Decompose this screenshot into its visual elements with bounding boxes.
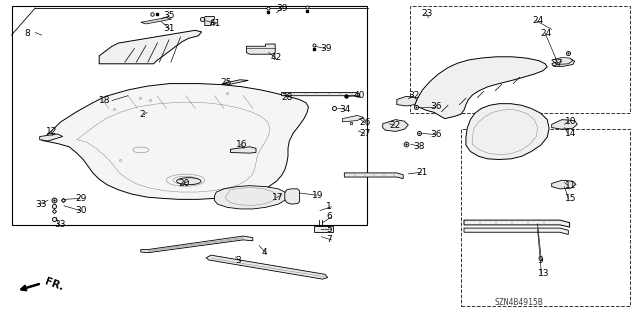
Polygon shape (344, 173, 403, 179)
Text: 16: 16 (236, 140, 247, 149)
Text: 33: 33 (35, 200, 47, 209)
Polygon shape (223, 80, 248, 84)
Text: 36: 36 (430, 102, 442, 111)
Polygon shape (230, 147, 256, 153)
Text: 30: 30 (76, 206, 87, 215)
Text: 1: 1 (326, 202, 332, 211)
Polygon shape (552, 59, 575, 66)
Bar (12, 6, 367, 225)
Polygon shape (552, 180, 576, 189)
Text: 14: 14 (564, 130, 576, 138)
Polygon shape (464, 228, 568, 234)
Text: SZN4B4915B: SZN4B4915B (494, 298, 543, 307)
Polygon shape (466, 104, 549, 160)
Polygon shape (314, 226, 333, 232)
Text: 19: 19 (312, 191, 324, 200)
Text: 15: 15 (564, 194, 576, 203)
Polygon shape (285, 189, 300, 204)
Text: 37: 37 (552, 59, 563, 68)
Text: 40: 40 (353, 91, 365, 100)
Text: 26: 26 (360, 118, 371, 127)
Polygon shape (40, 134, 63, 141)
Polygon shape (246, 44, 275, 54)
Text: 27: 27 (360, 130, 371, 138)
Text: 4: 4 (261, 248, 267, 257)
Polygon shape (141, 236, 253, 253)
Polygon shape (383, 120, 408, 131)
Polygon shape (552, 57, 573, 64)
Text: 35: 35 (163, 11, 175, 20)
Polygon shape (205, 17, 214, 26)
Text: 11: 11 (564, 181, 576, 190)
Text: 22: 22 (389, 121, 401, 130)
Text: 38: 38 (413, 142, 424, 151)
Text: 34: 34 (339, 105, 351, 114)
Bar (410, 6, 630, 113)
Text: 3: 3 (236, 256, 241, 265)
Text: 6: 6 (326, 212, 332, 221)
Text: 5: 5 (326, 225, 332, 234)
Polygon shape (397, 96, 417, 106)
Text: 42: 42 (270, 53, 282, 62)
Text: 24: 24 (532, 16, 544, 25)
Text: 28: 28 (282, 93, 293, 102)
Text: 21: 21 (416, 168, 428, 177)
Ellipse shape (177, 178, 201, 185)
Polygon shape (206, 255, 328, 279)
Text: 13: 13 (538, 269, 549, 278)
Text: 9: 9 (538, 256, 543, 265)
Text: FR.: FR. (44, 277, 65, 293)
Text: 8: 8 (24, 29, 30, 38)
Polygon shape (342, 115, 364, 122)
Polygon shape (99, 30, 202, 64)
Text: 25: 25 (221, 78, 232, 87)
Polygon shape (282, 93, 360, 97)
Text: 33: 33 (54, 220, 66, 229)
Text: 39: 39 (320, 44, 332, 53)
Text: 23: 23 (421, 9, 433, 18)
Text: 29: 29 (76, 194, 87, 203)
Text: 18: 18 (99, 96, 111, 105)
Text: 39: 39 (276, 4, 288, 13)
Text: 2: 2 (140, 110, 145, 119)
Bar (461, 129, 630, 306)
Polygon shape (552, 120, 577, 129)
Text: 41: 41 (210, 19, 221, 28)
Polygon shape (214, 186, 287, 209)
Text: 17: 17 (272, 193, 284, 202)
Text: 20: 20 (178, 179, 189, 188)
Text: 10: 10 (564, 117, 576, 126)
Text: 36: 36 (430, 130, 442, 139)
Polygon shape (42, 84, 308, 199)
Text: 24: 24 (541, 29, 552, 38)
Polygon shape (141, 18, 172, 24)
Polygon shape (464, 220, 570, 227)
Polygon shape (415, 57, 547, 119)
Text: 32: 32 (408, 91, 420, 100)
Text: 31: 31 (163, 24, 175, 33)
Text: 12: 12 (46, 127, 58, 136)
Text: 7: 7 (326, 235, 332, 244)
